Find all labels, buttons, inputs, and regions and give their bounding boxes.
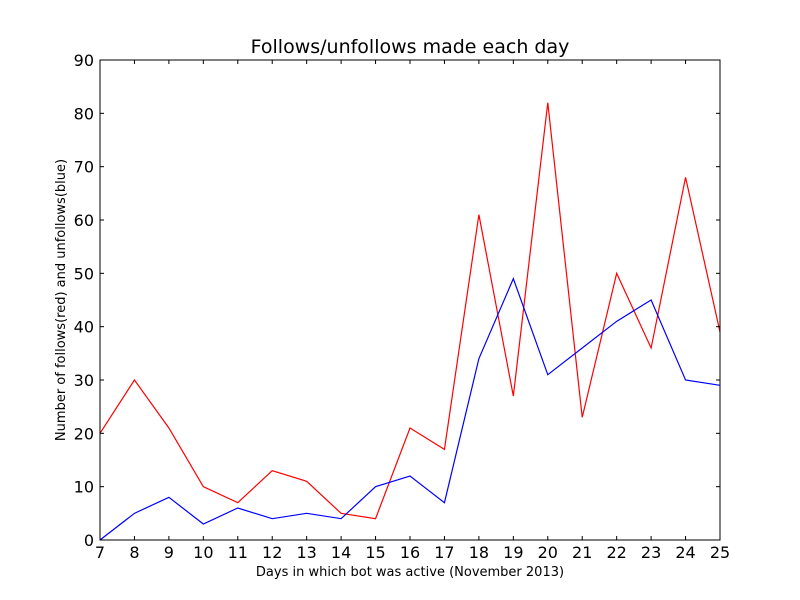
series-line-1 <box>99 277 721 541</box>
x-tick-label-12: 19 <box>503 543 523 562</box>
x-tick-label-16: 23 <box>641 543 661 562</box>
x-tick-labels: 7 8 9 10 11 12 13 14 15 16 17 18 19 20 21 22 23 24 25 <box>95 543 730 562</box>
x-axis-label: Days in which bot was active (November 2… <box>256 565 564 580</box>
plot-frame <box>99 59 721 541</box>
x-tick-label-13: 20 <box>538 543 558 562</box>
y-axis-label: Number of follows(red) and unfollows(blu… <box>54 159 69 441</box>
y-tick-labels: 0 10 20 30 40 50 60 70 80 90 <box>74 51 94 550</box>
x-tick-label-4: 11 <box>228 543 248 562</box>
x-tick-label-14: 21 <box>572 543 592 562</box>
x-tick-label-15: 22 <box>606 543 626 562</box>
y-tick-label-0: 0 <box>84 531 94 550</box>
y-tick-label-2: 20 <box>74 424 94 443</box>
y-tick-label-7: 70 <box>74 158 94 177</box>
x-tick-label-18: 25 <box>710 543 730 562</box>
x-tick-label-9: 16 <box>400 543 420 562</box>
y-tick-label-4: 40 <box>74 318 94 337</box>
y-tick-label-3: 30 <box>74 371 94 390</box>
x-tick-label-10: 17 <box>434 543 454 562</box>
x-tick-label-1: 8 <box>129 543 139 562</box>
y-tick-label-6: 60 <box>74 211 94 230</box>
y-tick-label-8: 80 <box>74 104 94 123</box>
series-layer <box>99 102 721 541</box>
x-tick-label-7: 14 <box>331 543 351 562</box>
x-tick-label-17: 24 <box>675 543 695 562</box>
x-tick-label-11: 18 <box>469 543 489 562</box>
plot-background <box>100 60 720 540</box>
y-tick-label-1: 10 <box>74 478 94 497</box>
y-tick-label-5: 50 <box>74 264 94 283</box>
chart-title: Follows/unfollows made each day <box>251 36 570 58</box>
x-tick-label-5: 12 <box>262 543 282 562</box>
x-tick-label-3: 10 <box>193 543 213 562</box>
x-tick-label-2: 9 <box>164 543 174 562</box>
x-tick-label-0: 7 <box>95 543 105 562</box>
x-tick-label-8: 15 <box>365 543 385 562</box>
y-tick-label-9: 90 <box>74 51 94 70</box>
series-line-0 <box>99 102 721 520</box>
x-tick-label-6: 13 <box>296 543 316 562</box>
